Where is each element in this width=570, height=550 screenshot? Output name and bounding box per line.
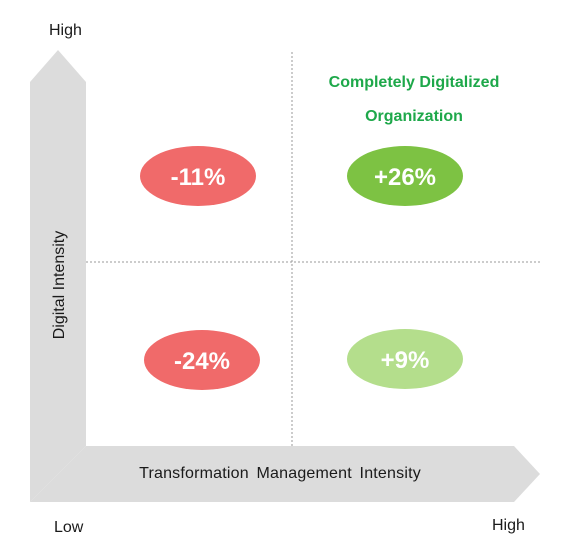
quadrant-top-left: -11% [140,146,256,206]
value-ellipse [347,329,463,389]
x-axis-high-label: High [492,517,525,534]
quadrant-value: -24% [174,348,230,375]
y-axis-title: Digital Intensity [51,230,68,340]
quadrant-bottom-right: +9% [347,329,463,389]
value-ellipse [140,146,256,206]
quadrant-value: -11% [171,164,226,191]
y-axis-high-label: High [49,22,82,39]
value-ellipse [347,146,463,206]
x-axis-low-label: Low [54,519,84,536]
highlight-title-line-1: Completely Digitalized [328,74,500,91]
x-axis-arrow [30,446,540,502]
highlight-title: Completely Digitalized Organization [292,66,536,134]
y-axis-arrow [30,50,86,502]
quadrant-top-right: +26% [347,146,463,206]
highlight-title-line-2: Organization [365,108,463,125]
quadrant-value: +26% [374,164,436,191]
x-axis-title: Transformation Management Intensity [139,465,421,482]
quadrant-bottom-left: -24% [144,330,260,390]
quadrant-value: +9% [381,347,430,374]
value-ellipse [144,330,260,390]
